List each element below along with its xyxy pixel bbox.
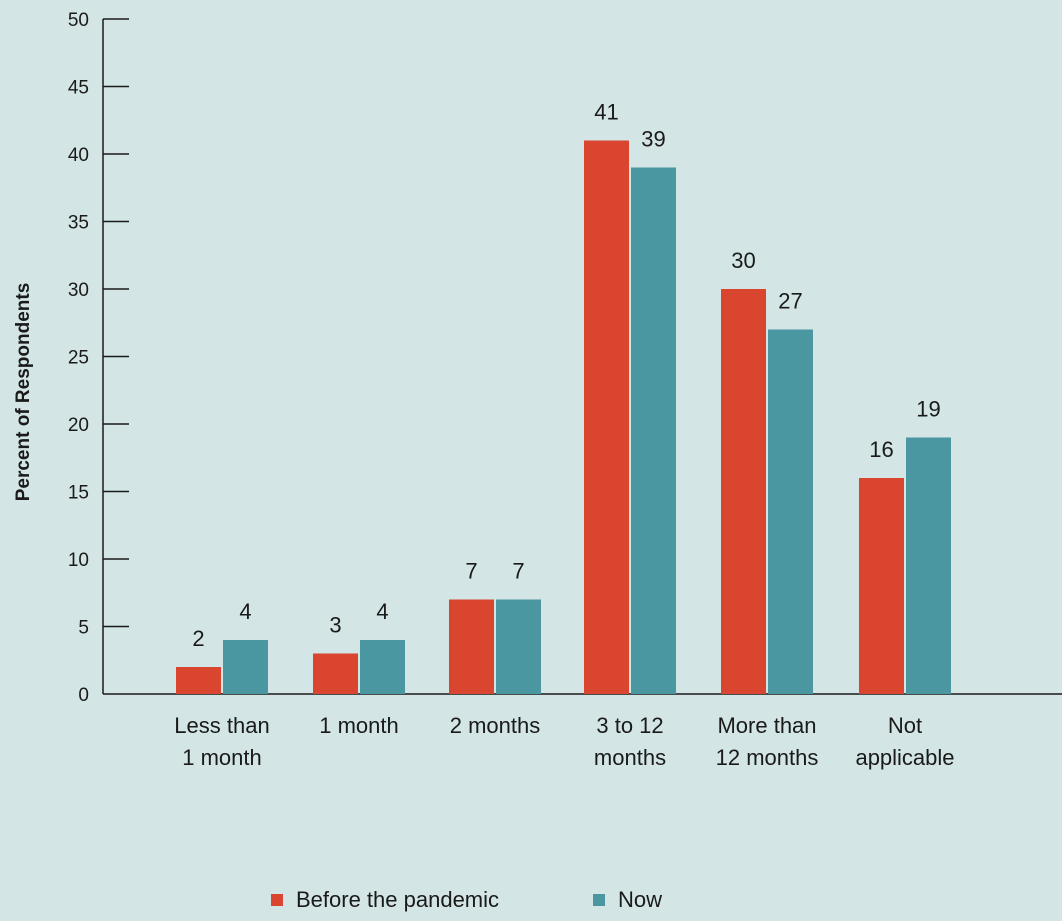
bar-value-label: 7	[512, 559, 524, 584]
bar	[768, 329, 813, 694]
y-tick-label: 30	[68, 280, 89, 301]
legend-swatch	[593, 894, 605, 906]
category-label: Not applicable	[855, 713, 954, 770]
y-tick-label: 10	[68, 550, 89, 571]
bar	[313, 653, 358, 694]
bar-value-label: 41	[594, 100, 618, 125]
y-tick-label: 15	[68, 483, 89, 504]
bar	[859, 478, 904, 694]
legend-label: Before the pandemic	[296, 887, 499, 912]
bar	[223, 640, 268, 694]
y-tick-label: 50	[68, 10, 89, 31]
category-labels: Less than 1 month 1 month 2 months 3 to 12 mo…	[174, 713, 954, 770]
category-label: More than 12 months	[716, 713, 819, 770]
bar	[176, 667, 221, 694]
y-ticks: 0 5 10 15 20 25 30 35 40 45 50	[68, 10, 129, 706]
bar-value-label: 30	[731, 248, 755, 273]
bar	[631, 167, 676, 694]
y-axis-title: Percent of Respondents	[13, 283, 34, 502]
category-label: 1 month	[319, 713, 399, 738]
bar-value-label: 39	[641, 127, 665, 152]
category-label: Less than 1 month	[174, 713, 269, 770]
bar	[721, 289, 766, 694]
legend-label: Now	[618, 887, 662, 912]
y-tick-label: 40	[68, 145, 89, 166]
category-label: 3 to 12 months	[594, 713, 666, 770]
y-tick-label: 20	[68, 415, 89, 436]
y-tick-label: 25	[68, 348, 89, 369]
category-label: 2 months	[450, 713, 541, 738]
bar	[584, 140, 629, 694]
bar	[449, 599, 494, 694]
y-tick-label: 45	[68, 78, 89, 99]
bars: 2 4 3 4 7 7 41 39 30 27 16 19	[176, 100, 951, 694]
legend-swatch	[271, 894, 283, 906]
y-tick-label: 35	[68, 213, 89, 234]
y-tick-label: 5	[78, 618, 89, 639]
bar-value-label: 19	[916, 397, 940, 422]
bar-value-label: 27	[778, 289, 802, 314]
bar	[906, 437, 951, 694]
bar-value-label: 16	[869, 437, 893, 462]
y-tick-label: 0	[78, 685, 89, 706]
bar-value-label: 4	[239, 599, 251, 624]
bar-value-label: 7	[465, 559, 477, 584]
bar	[496, 599, 541, 694]
bar	[360, 640, 405, 694]
bar-value-label: 4	[376, 599, 388, 624]
bar-value-label: 2	[192, 626, 204, 651]
bar-value-label: 3	[329, 613, 341, 638]
legend: Before the pandemic Now	[271, 887, 662, 912]
